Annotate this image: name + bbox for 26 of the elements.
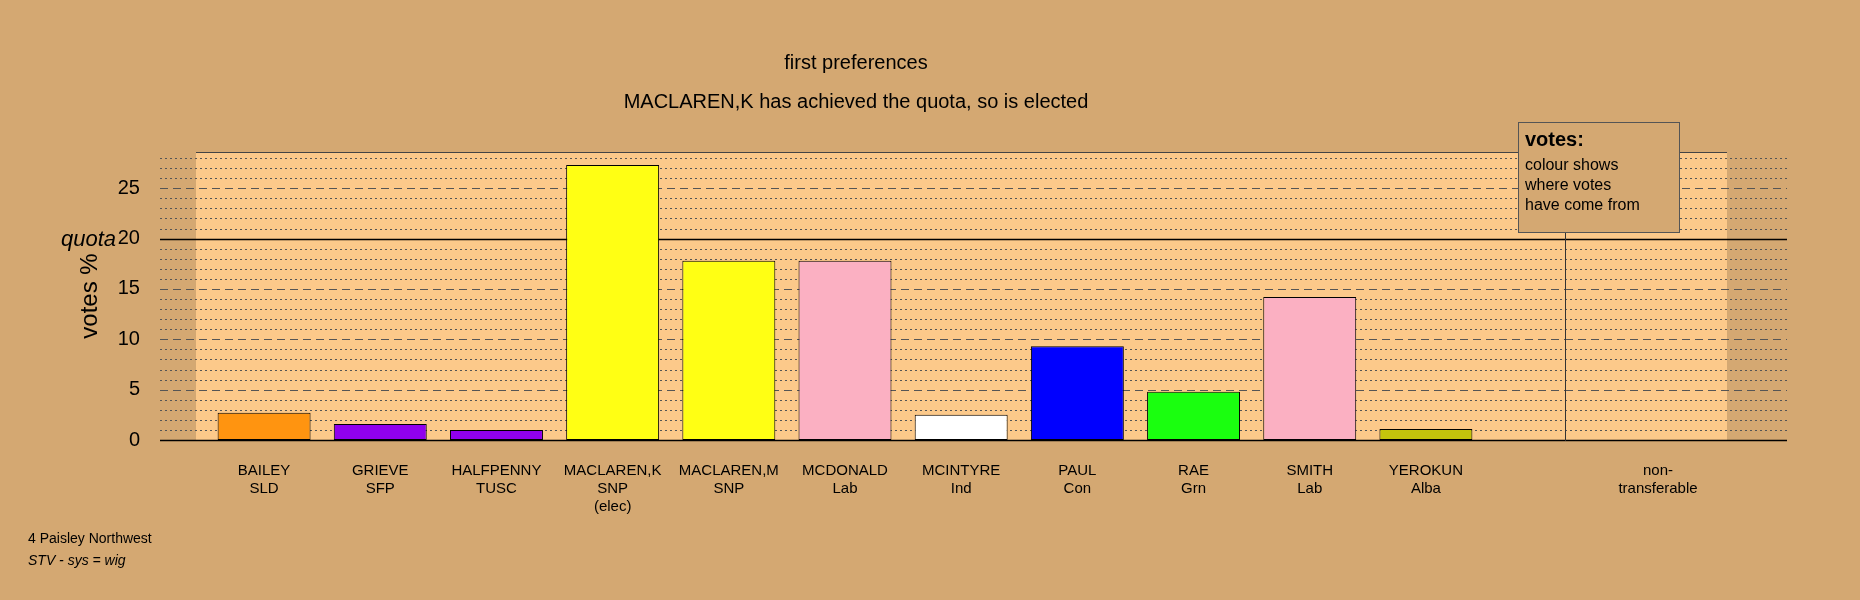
x-tick-label: MACLAREN,K SNP (elec) bbox=[563, 461, 662, 515]
chart-subtitle: MACLAREN,K has achieved the quota, so is elected bbox=[622, 90, 1090, 113]
x-tick-label: PAUL Con bbox=[1058, 461, 1097, 497]
x-tick-label: non- transferable bbox=[1618, 461, 1698, 497]
x-tick-label: MACLAREN,M SNP bbox=[678, 461, 779, 497]
ref-line-label: quota bbox=[60, 225, 116, 251]
chart-title: first preferences bbox=[783, 51, 929, 74]
annotation: colour shows where votes have come from bbox=[1525, 155, 1641, 215]
x-tick-label: GRIEVE SFP bbox=[351, 461, 409, 497]
x-tick-label: MCINTYRE Ind bbox=[922, 461, 1001, 497]
x-tick-label: MCDONALD Lab bbox=[802, 461, 889, 497]
x-tick-label: BAILEY SLD bbox=[237, 461, 291, 497]
y-tick-label: 20 bbox=[117, 226, 140, 249]
x-tick-label: SMITH Lab bbox=[1286, 461, 1334, 497]
x-tick-label: HALFPENNY TUSC bbox=[451, 461, 542, 497]
y-axis-title: votes % bbox=[75, 253, 103, 339]
y-tick-label: 5 bbox=[128, 377, 140, 400]
x-tick-label: RAE Grn bbox=[1178, 461, 1209, 497]
text: 4 Paisley Northwest bbox=[28, 530, 152, 546]
x-tick-label: YEROKUN Alba bbox=[1388, 461, 1463, 497]
y-tick-label: 15 bbox=[117, 276, 140, 299]
text: STV - sys = wig bbox=[28, 552, 126, 568]
y-tick-label: 25 bbox=[117, 175, 140, 198]
y-tick-label: 10 bbox=[117, 326, 140, 349]
y-tick-label: 0 bbox=[128, 427, 140, 450]
text: votes: bbox=[1525, 128, 1585, 150]
